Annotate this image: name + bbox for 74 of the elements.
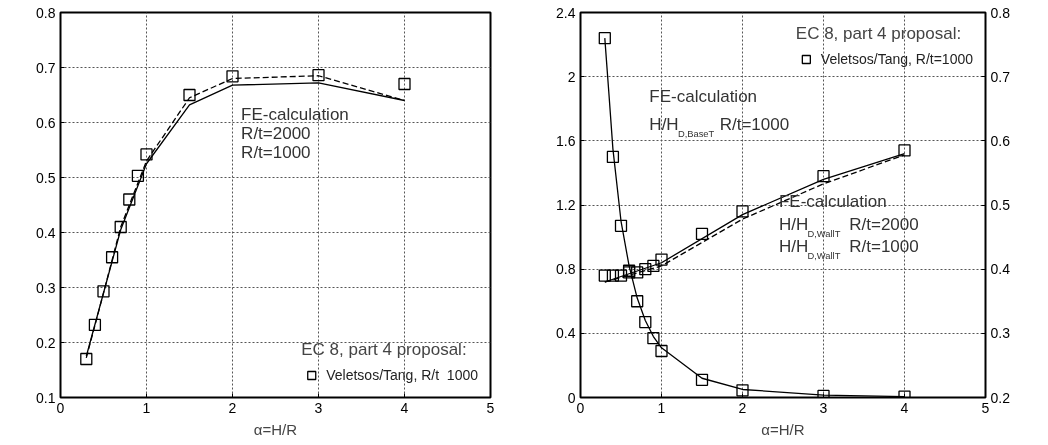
point — [639, 315, 652, 329]
point — [312, 69, 325, 82]
x-tick-label: 3 — [819, 399, 828, 416]
y2-tick-label: 0.4 — [990, 261, 1011, 278]
point — [695, 227, 709, 241]
y2-tick-label: 0.8 — [990, 4, 1011, 21]
x-tick-label: 2 — [738, 399, 747, 416]
legend-label: Veletsos/Tang, R/t 1000 — [326, 367, 478, 383]
y2-tick-label: 0.5 — [990, 197, 1011, 213]
y-tick-label: 0.4 — [36, 224, 56, 241]
point — [226, 70, 239, 83]
point — [695, 373, 709, 386]
point — [131, 169, 145, 182]
y-tick-label: 0.2 — [36, 334, 56, 351]
x-tick-label: 4 — [400, 399, 409, 416]
point — [123, 193, 136, 206]
x-tick-label: 4 — [900, 399, 909, 416]
annotation: FE-calculation — [241, 104, 349, 124]
point — [736, 384, 749, 397]
point — [817, 169, 830, 183]
x-axis-title: α=H/R — [761, 420, 805, 438]
x-tick-label: 5 — [486, 399, 495, 416]
point — [655, 253, 668, 266]
y-tick-label: 0.1 — [36, 389, 56, 406]
y-tick-label: 0.8 — [36, 4, 56, 21]
point — [598, 32, 611, 45]
point — [631, 295, 644, 308]
point — [898, 144, 911, 157]
point — [80, 352, 93, 366]
y-tick-label: 0.8 — [556, 261, 576, 278]
point — [97, 285, 110, 298]
point — [614, 269, 628, 282]
point — [736, 205, 749, 218]
x-axis-title: α=H/R — [253, 420, 298, 438]
point — [631, 266, 644, 279]
y-tick-label: 1.6 — [556, 132, 576, 149]
x-tick-label: 5 — [981, 399, 990, 416]
annotation: R/t=2000 — [241, 123, 311, 143]
x-tick-label: 2 — [228, 399, 237, 416]
y2-tick-label: 0.3 — [990, 325, 1011, 342]
legend-label: Veletsos/Tang, R/t=1000 — [820, 51, 973, 67]
x-tick-label: 3 — [314, 399, 323, 416]
point — [639, 263, 652, 276]
y-tick-label: 2 — [567, 68, 576, 85]
legend-title: EC 8, part 4 proposal: — [301, 340, 468, 360]
x-tick-label: 1 — [657, 399, 666, 416]
point — [606, 150, 620, 164]
y-tick-label: 0.6 — [36, 114, 56, 131]
y-tick-label: 1.2 — [556, 197, 576, 213]
point — [655, 344, 668, 358]
legend-title: EC 8, part 4 proposal: — [795, 24, 963, 44]
point — [105, 251, 119, 264]
point — [398, 77, 411, 91]
point — [606, 269, 620, 282]
point — [614, 219, 628, 232]
y2-tick-label: 0.7 — [990, 68, 1011, 85]
y-tick-label: 0.3 — [36, 279, 56, 296]
point — [88, 318, 102, 332]
annotation: R/t=1000 — [241, 143, 311, 163]
point — [183, 88, 196, 102]
y-tick-label: 0.7 — [36, 59, 56, 76]
y-tick-label: 2.4 — [556, 4, 576, 21]
point — [598, 269, 611, 282]
y-tick-label: 0.5 — [36, 169, 56, 186]
point — [114, 220, 127, 234]
point — [140, 148, 153, 161]
y-tick-label: 0.4 — [556, 325, 576, 342]
x-tick-label: 1 — [142, 399, 151, 416]
annotation: FE-calculation — [778, 192, 887, 212]
y2-tick-label: 0.2 — [990, 389, 1011, 406]
annotation: FE-calculation — [649, 86, 758, 106]
point — [647, 332, 660, 345]
y2-tick-label: 0.6 — [990, 132, 1011, 149]
point — [647, 259, 660, 273]
